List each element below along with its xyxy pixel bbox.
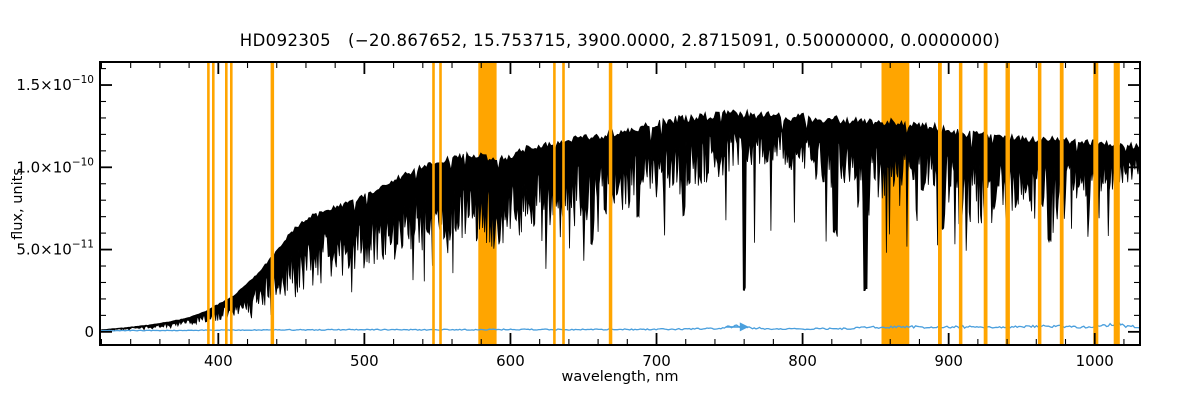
x-tick-label: 500 (350, 352, 379, 370)
masked-band (938, 63, 942, 344)
masked-band (553, 63, 556, 344)
plot-title: HD092305 (−20.867652, 15.753715, 3900.00… (240, 31, 1000, 50)
y-tick-label: 1.5×10−10 (16, 74, 94, 94)
masked-band (1037, 63, 1042, 344)
masked-band (207, 63, 210, 344)
masked-band (439, 63, 442, 344)
plot-frame (99, 61, 1141, 346)
masked-band (225, 63, 228, 344)
x-tick-label: 700 (642, 352, 671, 370)
masked-band (212, 63, 215, 344)
masked-band (1093, 63, 1099, 344)
axes-layer: 400 500 600 700 800 900 1000 0 5.0×10−11 1.0×10−1… (16, 61, 1141, 370)
masked-band (1005, 63, 1010, 344)
spectrum-series-path (101, 108, 1139, 332)
x-tick-label: 900 (934, 352, 963, 370)
y-tick-label: 0 (84, 323, 94, 341)
x-axis-label: wavelength, nm (562, 369, 679, 385)
x-tick-label: 1000 (1076, 352, 1114, 370)
y-axis-label: flux, units (10, 168, 26, 240)
masked-band (958, 63, 963, 344)
masked-band (1113, 63, 1120, 344)
y-tick-label: 1.0×10−10 (16, 156, 94, 176)
masked-band (608, 63, 613, 344)
masked-band (562, 63, 565, 344)
y-tick-label: 5.0×10−11 (16, 239, 94, 259)
masked-bands-front-layer (207, 63, 1120, 344)
x-tick-label: 400 (204, 352, 233, 370)
masked-band (230, 63, 233, 344)
masked-band (432, 63, 435, 344)
x-tick-label: 800 (788, 352, 817, 370)
masked-band (1059, 63, 1064, 344)
masked-band (270, 63, 275, 344)
x-tick-label: 600 (496, 352, 525, 370)
error-arrow-head-icon (739, 322, 749, 332)
masked-band (983, 63, 988, 344)
